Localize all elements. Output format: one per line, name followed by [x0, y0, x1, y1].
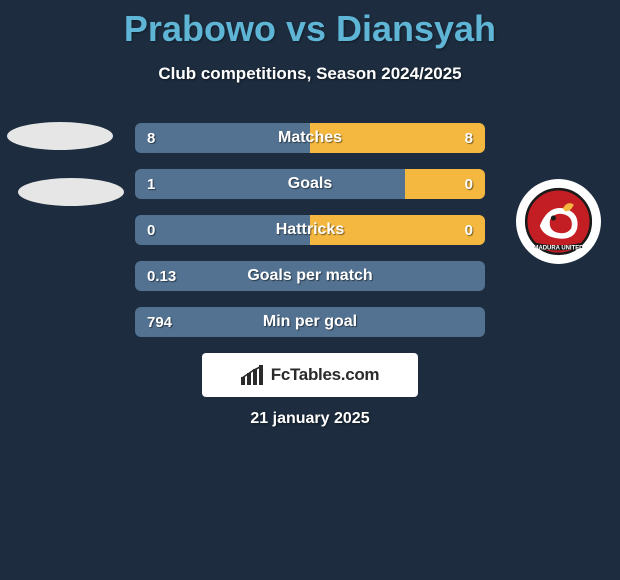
bar-label: Goals per match: [135, 261, 485, 291]
player-left-avatar-oval-2: [18, 178, 124, 206]
bar-label: Goals: [135, 169, 485, 199]
bar-row: 88Matches: [135, 123, 485, 153]
bar-row: 794Min per goal: [135, 307, 485, 337]
page-date: 21 january 2025: [0, 410, 620, 428]
brand-text: FcTables.com: [271, 365, 380, 385]
page-title: Prabowo vs Diansyah: [0, 0, 620, 50]
club-crest-icon: MADURA UNITED: [516, 179, 601, 264]
player-right-avatar: MADURA UNITED: [516, 179, 601, 264]
page-subtitle: Club competitions, Season 2024/2025: [0, 64, 620, 84]
bar-row: 0.13Goals per match: [135, 261, 485, 291]
bar-label: Hattricks: [135, 215, 485, 245]
bar-label: Matches: [135, 123, 485, 153]
svg-text:MADURA UNITED: MADURA UNITED: [534, 246, 585, 252]
bar-row: 00Hattricks: [135, 215, 485, 245]
bar-label: Min per goal: [135, 307, 485, 337]
brand-box: FcTables.com: [202, 353, 418, 397]
bar-chart-icon: [241, 365, 265, 385]
bar-row: 10Goals: [135, 169, 485, 199]
comparison-bars: 88Matches 10Goals 00Hattricks 0.13Goals per…: [135, 123, 485, 353]
player-left-avatar-oval-1: [7, 122, 113, 150]
